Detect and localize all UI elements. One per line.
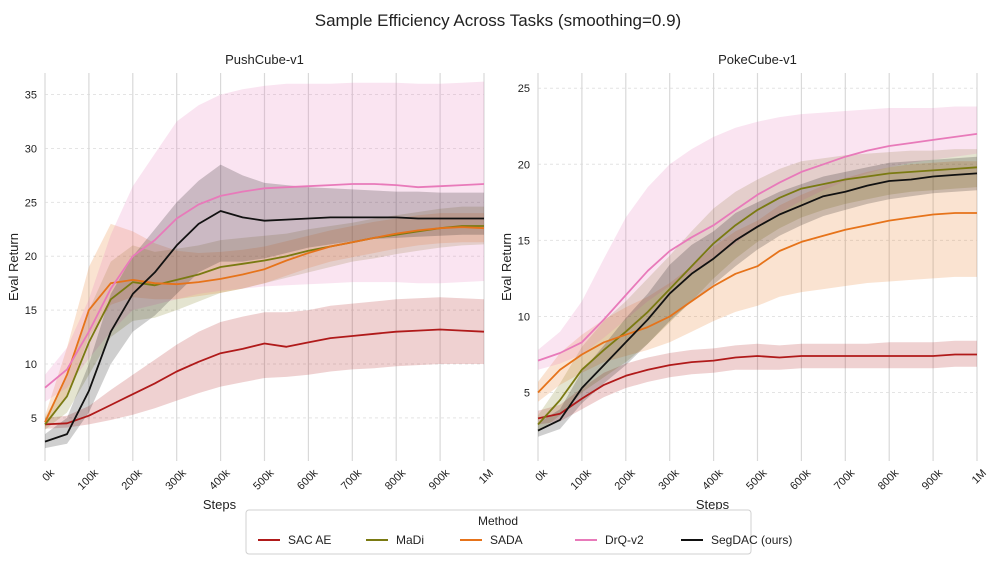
y-tick-label: 5 bbox=[524, 388, 530, 400]
series-line bbox=[44, 328, 485, 426]
y-tick-label: 20 bbox=[518, 159, 530, 171]
x-tick-label: 1M bbox=[970, 467, 989, 486]
panel-title: PokeCube-v1 bbox=[718, 52, 797, 67]
legend: Method SAC AE MaDi SADA DrQ-v2 SegDAC (ours) bbox=[245, 509, 792, 555]
y-tick-label: 20 bbox=[25, 251, 37, 263]
series-line bbox=[44, 225, 484, 425]
y-tick-label: 15 bbox=[518, 235, 530, 247]
confidence-band bbox=[538, 106, 977, 370]
x-tick-label: 100k bbox=[569, 467, 595, 493]
y-tick-label: 5 bbox=[31, 413, 37, 425]
panel-pushcube: PushCube-v1 5 10 15 20 25 30 35 0k 100k 200k 300k 40… bbox=[6, 52, 496, 512]
x-tick-label: 800k bbox=[383, 467, 409, 493]
confidence-band bbox=[538, 340, 977, 425]
x-axis-label: Steps bbox=[696, 497, 730, 512]
panel-pokecube: PokeCube-v1 5 10 15 20 25 0k 100k 200k 300k 400k 50… bbox=[499, 52, 989, 512]
x-tick-label: 500k bbox=[744, 467, 770, 493]
legend-title: Method bbox=[478, 514, 518, 528]
confidence-band bbox=[538, 156, 977, 437]
series-line bbox=[537, 166, 978, 426]
y-tick-label: 25 bbox=[25, 197, 37, 209]
y-tick-label: 25 bbox=[518, 83, 530, 95]
confidence-band bbox=[45, 81, 484, 402]
series-line bbox=[537, 353, 977, 420]
x-tick-label: 200k bbox=[612, 467, 638, 493]
y-axis-label: Eval Return bbox=[6, 233, 21, 301]
legend-label: SegDAC (ours) bbox=[711, 533, 792, 547]
y-tick-label: 10 bbox=[518, 311, 530, 323]
x-tick-label: 600k bbox=[788, 467, 814, 493]
x-tick-label: 300k bbox=[656, 467, 682, 493]
x-tick-label: 0k bbox=[40, 467, 57, 484]
legend-label: SAC AE bbox=[288, 533, 331, 547]
legend-label: SADA bbox=[490, 533, 523, 547]
panel-title: PushCube-v1 bbox=[225, 52, 304, 67]
x-tick-label: 1M bbox=[477, 467, 496, 486]
y-tick-label: 15 bbox=[25, 305, 37, 317]
confidence-band bbox=[45, 206, 484, 430]
x-tick-label: 0k bbox=[533, 467, 550, 484]
legend-label: MaDi bbox=[396, 533, 424, 547]
series-line bbox=[537, 212, 977, 394]
legend-items: SAC AE MaDi SADA DrQ-v2 SegDAC (ours) bbox=[258, 533, 792, 547]
x-tick-label: 700k bbox=[832, 467, 858, 493]
legend-label: DrQ-v2 bbox=[605, 533, 644, 547]
x-tick-label: 900k bbox=[920, 467, 946, 493]
confidence-band bbox=[45, 213, 484, 428]
series-line bbox=[44, 226, 485, 423]
x-axis-label: Steps bbox=[203, 497, 237, 512]
legend-frame bbox=[245, 509, 752, 555]
x-tick-label: 700k bbox=[339, 467, 365, 493]
y-tick-label: 30 bbox=[25, 143, 37, 155]
x-tick-label: 400k bbox=[700, 467, 726, 493]
series-line bbox=[44, 183, 485, 389]
x-tick-label: 300k bbox=[163, 467, 189, 493]
x-tick-label: 900k bbox=[427, 467, 453, 493]
x-tick-label: 500k bbox=[251, 467, 277, 493]
series-line bbox=[537, 172, 978, 432]
x-tick-label: 400k bbox=[207, 467, 233, 493]
y-axis-label: Eval Return bbox=[499, 233, 514, 301]
series-line bbox=[537, 133, 978, 362]
confidence-band bbox=[538, 161, 977, 402]
series-line bbox=[44, 210, 484, 443]
x-tick-label: 600k bbox=[295, 467, 321, 493]
y-tick-label: 10 bbox=[25, 359, 37, 371]
x-tick-label: 100k bbox=[76, 467, 102, 493]
confidence-band bbox=[45, 164, 484, 449]
x-tick-label: 800k bbox=[876, 467, 902, 493]
figure-title: Sample Efficiency Across Tasks (smoothin… bbox=[315, 11, 681, 30]
confidence-band bbox=[45, 297, 484, 429]
y-tick-label: 35 bbox=[25, 90, 37, 102]
x-tick-label: 200k bbox=[119, 467, 145, 493]
